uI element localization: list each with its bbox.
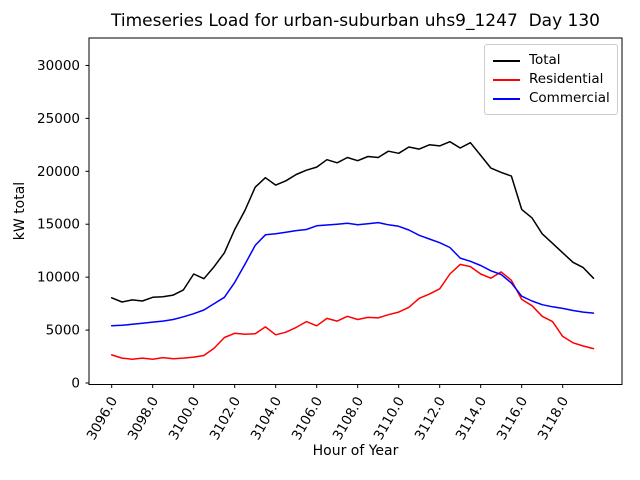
x-axis-tick-label: 3116.0 xyxy=(494,394,531,443)
x-axis-tick-label: 3114.0 xyxy=(453,394,490,443)
legend-line-total-icon xyxy=(493,59,520,62)
y-axis-tick-label: 0 xyxy=(71,376,80,392)
axes-frame xyxy=(88,37,623,385)
x-axis-tick-label: 3108.0 xyxy=(330,394,367,443)
legend-entry-commercial: Commercial xyxy=(493,90,617,107)
y-axis-tick-label: 15000 xyxy=(37,217,80,233)
x-axis-tick-label: 3110.0 xyxy=(371,394,408,443)
series-line-residential xyxy=(110,263,595,360)
series-line-total xyxy=(110,140,595,303)
y-axis-tick-label: 30000 xyxy=(37,58,80,74)
x-axis-tick-label: 3098.0 xyxy=(125,394,162,443)
legend: Total Residential Commercial xyxy=(484,44,618,115)
x-axis-tick-label: 3096.0 xyxy=(84,394,121,443)
y-axis-tick-label: 25000 xyxy=(37,111,80,127)
legend-line-residential-icon xyxy=(493,78,520,81)
x-axis-tick-label: 3112.0 xyxy=(412,394,449,443)
x-axis-label: Hour of Year xyxy=(312,443,399,459)
legend-label-commercial: Commercial xyxy=(529,90,610,106)
legend-label-residential: Residential xyxy=(529,71,604,87)
legend-entry-total: Total xyxy=(493,52,617,69)
legend-label-total: Total xyxy=(529,52,561,68)
y-axis-tick-label: 10000 xyxy=(37,270,80,286)
y-axis-tick-label: 5000 xyxy=(46,323,80,339)
y-axis-tick-label: 20000 xyxy=(37,164,80,180)
y-axis-label: kW total xyxy=(12,181,28,241)
x-axis-tick-label: 3104.0 xyxy=(248,394,285,443)
x-axis-tick-label: 3102.0 xyxy=(207,394,244,443)
x-axis-tick-label: 3100.0 xyxy=(166,394,203,443)
legend-line-commercial-icon xyxy=(493,97,520,100)
x-axis-tick-label: 3106.0 xyxy=(289,394,326,443)
x-axis-tick-label: 3118.0 xyxy=(535,394,572,443)
legend-entry-residential: Residential xyxy=(493,71,617,88)
series-line-commercial xyxy=(110,221,595,327)
chart-title: Timeseries Load for urban-suburban uhs9_… xyxy=(111,11,600,31)
